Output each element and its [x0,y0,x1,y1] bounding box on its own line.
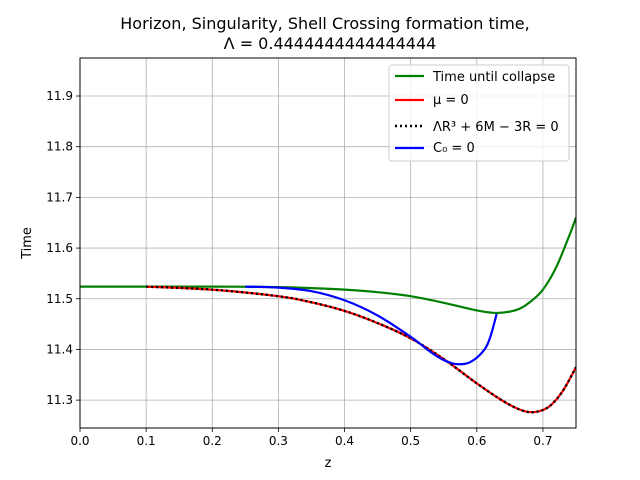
series-line-0 [80,217,576,315]
x-axis-ticks: 0.0 0.1 0.2 0.3 0.4 0.5 0.6 0.7 [70,428,552,448]
y-tick-label: 11.7 [46,190,73,204]
y-tick-label: 11.8 [46,140,73,154]
y-tick-label: 11.5 [46,292,73,306]
legend-label-lambda-equation: ΛR³ + 6M − 3R = 0 [433,120,559,135]
x-tick-label: 0.4 [335,434,354,448]
y-tick-label: 11.4 [46,342,73,356]
x-tick-label: 0.5 [401,434,420,448]
x-tick-label: 0.3 [269,434,288,448]
x-tick-label: 0.6 [467,434,486,448]
x-tick-label: 0.7 [533,434,552,448]
legend-label-time-until-collapse: Time until collapse [432,70,555,85]
x-axis-label: z [325,456,332,471]
x-tick-label: 0.0 [70,434,89,448]
legend-label-mu: μ = 0 [433,93,469,108]
chart-title-line-1: Horizon, Singularity, Shell Crossing for… [120,14,529,33]
series-lines [80,217,576,414]
plot-frame [79,57,577,429]
legend-label-c0: C₀ = 0 [433,141,475,156]
x-tick-label: 0.1 [137,434,156,448]
y-axis-ticks: 11.3 11.4 11.5 11.6 11.7 11.8 11.9 [46,89,80,407]
y-tick-label: 11.6 [46,241,73,255]
y-axis-label: Time [20,227,35,260]
grid-lines [80,58,576,428]
legend: Time until collapse μ = 0 ΛR³ + 6M − 3R … [388,64,570,162]
y-tick-label: 11.9 [46,89,73,103]
legend-box [388,64,570,162]
y-tick-label: 11.3 [46,393,73,407]
chart-title-line-2: Λ = 0.4444444444444444 [224,34,437,53]
x-tick-label: 0.2 [203,434,222,448]
series-line-3 [245,285,498,366]
